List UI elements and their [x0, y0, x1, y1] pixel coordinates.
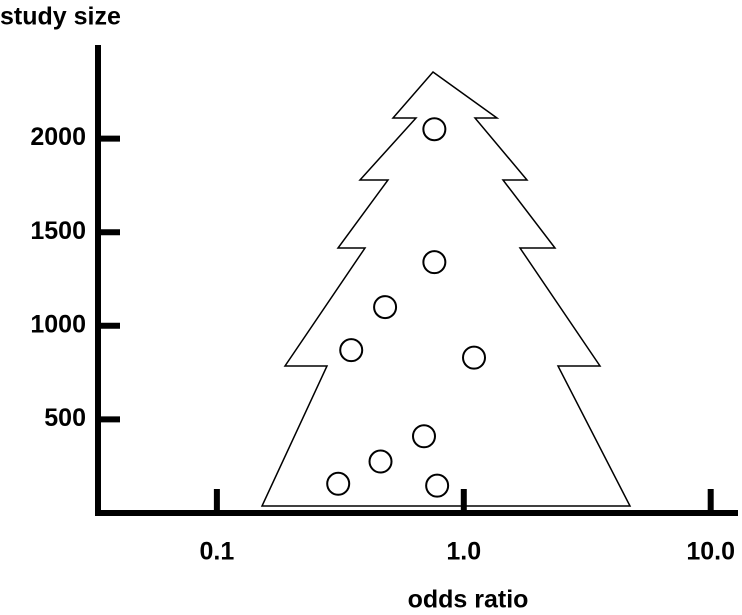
x-tick-label: 0.1 — [199, 538, 234, 566]
data-point — [425, 473, 450, 498]
y-tick-label: 1500 — [30, 217, 86, 245]
data-point — [411, 424, 436, 449]
y-tick-label: 2000 — [30, 123, 86, 151]
y-tick-label: 500 — [44, 404, 86, 432]
data-point — [422, 250, 447, 275]
data-point — [373, 295, 398, 320]
y-tick-label: 1000 — [30, 310, 86, 338]
data-point — [368, 449, 393, 474]
data-point — [462, 345, 487, 370]
data-point — [339, 338, 364, 363]
x-axis-title: odds ratio — [408, 586, 529, 614]
data-point — [422, 117, 447, 142]
y-axis-title: study size — [0, 3, 121, 31]
x-tick-label: 1.0 — [446, 538, 481, 566]
funnel-tree — [260, 70, 632, 507]
x-tick-label: 10.0 — [686, 538, 735, 566]
data-point — [326, 471, 351, 496]
